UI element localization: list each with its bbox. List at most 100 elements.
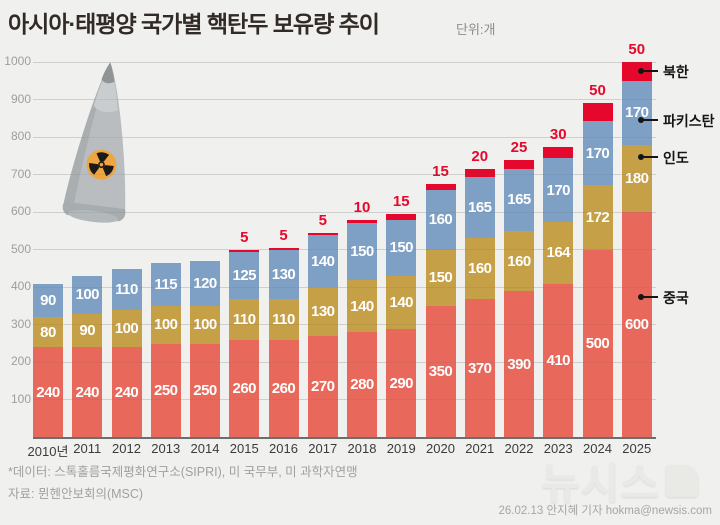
bar-value-label: 350 — [428, 363, 453, 381]
gridline — [33, 211, 656, 213]
x-axis-tick-label: 2011 — [73, 441, 102, 456]
bar-segment-인도: 100 — [150, 306, 181, 344]
bar-value-label: 110 — [115, 280, 138, 298]
newsis-logo-mark-icon — [666, 464, 698, 497]
x-axis-tick-label: 2013 — [151, 441, 181, 456]
gridline — [33, 249, 656, 251]
bar-segment-북한 — [504, 159, 534, 169]
north-korea-count-label: 5 — [279, 226, 288, 244]
leader-dot — [638, 154, 644, 160]
x-axis-tick-label: 2025 — [622, 441, 652, 456]
bar-segment-중국: 250 — [150, 343, 181, 438]
bar-segment-파키스탄: 170 — [621, 80, 652, 145]
bar-segment-중국: 290 — [386, 328, 417, 438]
source-note: 자료: 뮌헨안보회의(MSC) — [8, 487, 144, 501]
bar-segment-인도: 180 — [621, 144, 652, 213]
leader-dot — [638, 117, 644, 124]
bar-value-label: 250 — [153, 382, 178, 400]
gridline-overlay — [33, 99, 656, 101]
gridline — [33, 399, 656, 401]
gridline — [33, 136, 656, 138]
bar-value-label: 410 — [546, 352, 571, 369]
nuclear-warhead-icon — [62, 62, 126, 223]
bar-segment-인도: 110 — [229, 298, 260, 340]
country-label-중국: 중국 — [663, 290, 689, 307]
leader-line — [642, 296, 658, 299]
bar-segment-파키스탄: 160 — [425, 189, 456, 250]
x-axis-tick-label: 2016 — [269, 441, 298, 456]
gridline — [33, 324, 656, 326]
bar-value-label: 260 — [271, 380, 296, 398]
bar-value-label: 110 — [232, 310, 256, 328]
bar-segment-중국: 280 — [347, 332, 377, 438]
bar-value-label: 110 — [272, 310, 295, 328]
north-korea-count-label: 10 — [353, 198, 371, 216]
bar-value-label: 150 — [428, 269, 453, 287]
bar-value-label: 100 — [193, 316, 217, 334]
bar-value-label: 140 — [350, 297, 374, 315]
bar-value-label: 160 — [428, 211, 453, 229]
gridline-overlay — [33, 399, 656, 401]
bar-value-label: 100 — [75, 286, 100, 304]
x-axis-tick-label: 2017 — [308, 441, 338, 456]
newsis-logo-text: 뉴시스 — [541, 460, 660, 507]
gridline-overlay — [33, 286, 656, 288]
bar-segment-중국: 240 — [33, 347, 63, 438]
bar-segment-파키스탄: 165 — [504, 169, 534, 231]
bar-value-label: 130 — [310, 303, 335, 321]
x-axis-tick-label: 2020 — [426, 441, 455, 456]
bar-segment-중국: 260 — [268, 339, 299, 438]
bar-value-label: 170 — [585, 144, 610, 162]
bar-value-label: 164 — [546, 244, 571, 262]
bar-segment-중국: 260 — [229, 339, 260, 438]
stacked-bar-chart: 100 200 300 400 500 600 700 800 900 1000 240 80 90 20… — [4, 41, 715, 459]
x-axis-tick-label: 2012 — [112, 441, 141, 456]
bar-segment-인도: 100 — [111, 309, 142, 348]
bar-value-label: 90 — [79, 321, 96, 339]
bar-value-label: 165 — [507, 191, 531, 209]
gridline-overlay — [33, 361, 656, 363]
bar-segment-인도: 164 — [543, 221, 574, 284]
gridline — [33, 286, 656, 288]
gridline — [33, 99, 656, 101]
country-label-파키스탄: 파키스탄 — [663, 113, 715, 130]
x-axis-tick-label: 2014 — [190, 441, 220, 456]
bar-segment-인도: 140 — [347, 279, 377, 333]
bar-value-label: 240 — [75, 383, 100, 401]
y-axis-tick-label: 800 — [10, 129, 31, 144]
leader-line — [642, 156, 658, 158]
north-korea-count-label: 50 — [589, 81, 606, 99]
gridline-overlay — [33, 211, 656, 213]
y-axis-tick-label: 600 — [10, 204, 31, 219]
leader-dot — [638, 294, 644, 301]
unit-label: 단위:개 — [456, 22, 496, 37]
bar-value-label: 140 — [310, 252, 335, 270]
bar-value-label: 390 — [507, 355, 531, 373]
gridline-overlay — [33, 249, 656, 251]
x-axis-tick-label: 2015 — [229, 441, 259, 456]
bar-value-label: 170 — [624, 104, 649, 122]
data-source-note: *데이터: 스톡홀름국제평화연구소(SIPRI), 미 국무부, 미 과학자연맹 — [8, 465, 358, 479]
bar-segment-중국: 240 — [72, 347, 103, 438]
bar-segment-인도: 100 — [190, 306, 220, 344]
bar-value-label: 120 — [193, 275, 217, 293]
bar-value-label: 130 — [271, 265, 296, 283]
y-axis-tick-label: 400 — [10, 279, 31, 294]
y-axis-tick-label: 500 — [10, 241, 31, 256]
leader-line — [642, 119, 658, 122]
bar-segment-파키스탄: 125 — [229, 251, 260, 299]
bar-segment-인도: 80 — [33, 317, 63, 348]
bar-segment-파키스탄: 140 — [307, 234, 338, 288]
bar-value-label: 280 — [350, 376, 374, 394]
x-axis-tick-label: 2022 — [504, 441, 534, 456]
bar-segment-파키스탄: 170 — [543, 158, 574, 222]
bar-segment-북한 — [229, 249, 260, 252]
bar-segment-파키스탄: 110 — [111, 268, 142, 310]
bar-segment-파키스탄: 170 — [582, 121, 613, 186]
bar-segment-중국: 500 — [582, 249, 613, 438]
bar-segment-인도: 172 — [582, 185, 613, 250]
x-axis-tick-label: 2021 — [465, 441, 495, 456]
bar-segment-중국: 370 — [464, 298, 495, 438]
north-korea-count-label: 5 — [318, 211, 327, 229]
